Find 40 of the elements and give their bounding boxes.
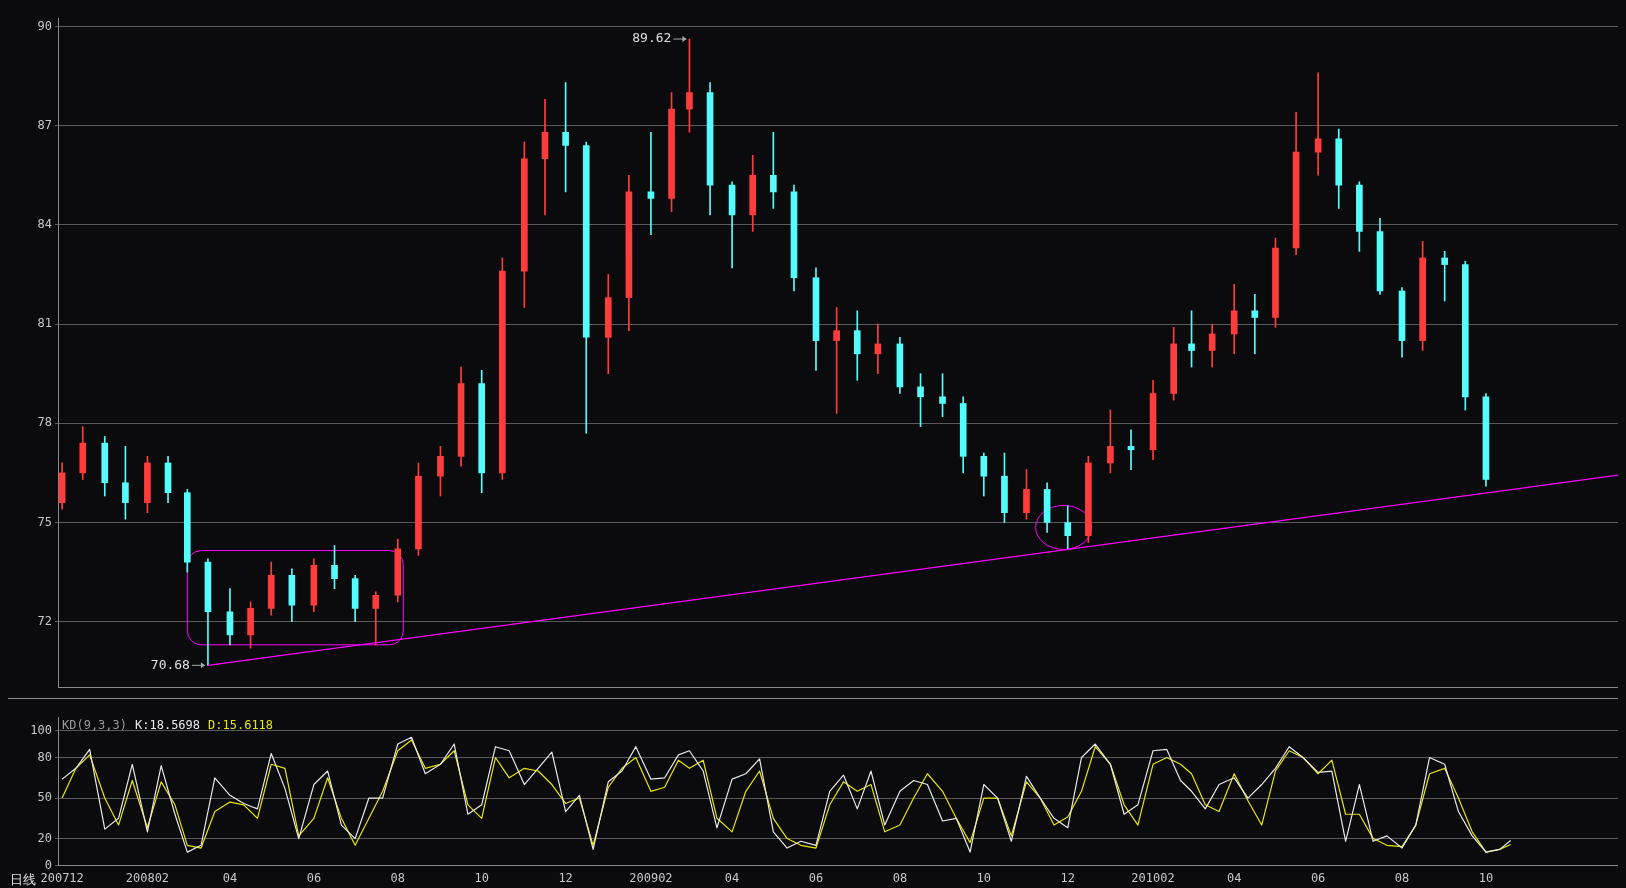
annotation: 89.62 (632, 30, 672, 46)
y-tick-label: 100 (30, 722, 52, 737)
candlestick (647, 131, 655, 236)
x-tick-label: 08 (892, 870, 908, 885)
x-tick-label: 04 (1226, 870, 1242, 885)
x-tick-label: 10 (1478, 870, 1494, 885)
chart-title: KD(9,3,3) (62, 718, 128, 733)
x-tick-label: 10 (474, 870, 489, 885)
y-tick-label: 75 (37, 514, 52, 529)
y-tick-label: 50 (37, 790, 52, 805)
y-tick-label: 80 (37, 749, 52, 764)
x-tick-label: 200802 (125, 870, 170, 885)
x-tick-label: 200712 (40, 870, 84, 885)
y-tick-label: 87 (37, 117, 52, 132)
x-tick-label: 04 (222, 870, 238, 885)
x-tick-label: 10 (976, 870, 992, 885)
y-tick-label: 90 (37, 18, 52, 33)
x-tick-label: 12 (1060, 870, 1075, 885)
x-tick-label: 04 (724, 870, 740, 885)
y-tick-label: 72 (37, 613, 52, 628)
x-tick-label: 200902 (629, 870, 673, 885)
annotation: 70.68 (150, 656, 190, 672)
y-tick-label: 84 (37, 216, 52, 231)
x-tick-label: 06 (1310, 870, 1326, 885)
y-tick-label: 0 (44, 857, 52, 872)
candlestick (1127, 429, 1135, 470)
text: K:18.5698 (135, 718, 201, 733)
x-tick-label: 06 (306, 870, 322, 885)
y-tick-label: 78 (37, 415, 52, 430)
x-tick-label: 12 (558, 870, 573, 885)
y-tick-label: 20 (37, 830, 52, 845)
x-tick-label: 08 (1394, 870, 1410, 885)
candlestick (1251, 293, 1259, 355)
x-tick-label: 201002 (1131, 870, 1175, 885)
text: 日线 (10, 872, 36, 888)
x-tick-label: 06 (808, 870, 824, 885)
candlestick (541, 98, 549, 216)
y-tick-label: 81 (37, 316, 52, 331)
text: D:15.6118 (208, 718, 274, 733)
x-tick-label: 08 (390, 870, 406, 885)
